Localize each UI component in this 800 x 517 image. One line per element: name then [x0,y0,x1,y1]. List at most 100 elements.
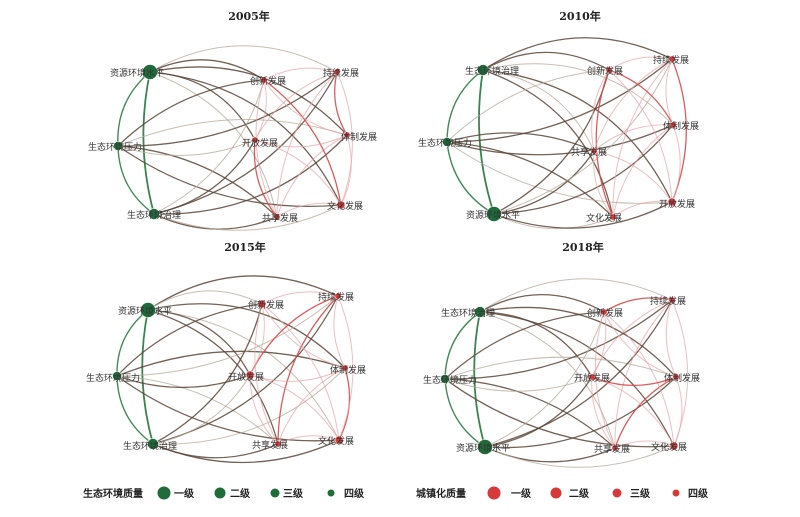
edge-cross-2-2-8 [152,374,251,445]
node-0-3 [273,213,281,221]
edge-red-1-5-6 [593,58,673,152]
edge-red-2-3-4 [277,435,340,445]
node-label-2-0: 资源环境水平 [118,305,172,317]
node-0-6 [333,68,341,76]
edge-cross-1-2-4 [493,201,673,229]
node-0-8 [251,136,259,144]
legend-marker-ecology-level-3 [270,488,280,498]
edge-cross-1-1-3 [446,141,614,218]
node-label-1-0: 生态环境治理 [465,65,519,77]
edge-red-0-7-8 [254,79,267,141]
edge-cross-2-1-6 [116,295,339,377]
node-label-0-6: 持续发展 [323,67,359,79]
node-2-0 [140,302,156,318]
edge-cross-0-0-3 [149,71,278,218]
node-label-0-5: 体制发展 [341,131,377,143]
edge-red-1-4-5 [593,150,673,203]
node-1-2 [486,206,502,222]
node-0-7 [260,76,268,84]
node-1-1 [442,137,452,147]
node-label-3-4: 文化发展 [651,441,687,453]
node-label-2-7: 创新发展 [248,299,284,311]
edge-red-0-6-8 [254,71,338,141]
edge-cross-3-0-5 [479,306,677,378]
edge-green-0-0-1 [117,71,151,147]
node-3-3 [611,444,619,452]
edge-red-0-3-8 [253,139,278,218]
node-1-8 [669,121,677,129]
edge-cross-2-0-8 [147,309,251,376]
edge-red-3-3-7 [594,311,616,449]
edge-red-0-5-8 [254,134,348,148]
edge-red-0-3-4 [276,202,342,218]
edge-red-2-4-7 [261,303,340,441]
node-2-8 [245,370,255,380]
edge-cross-3-2-8 [484,376,593,448]
edge-cross-1-2-6 [493,58,673,215]
node-label-2-5: 体制发展 [330,364,366,376]
node-label-2-2: 生态环境治理 [123,440,177,452]
edge-red-1-6-7 [608,56,673,71]
edge-red-0-3-7 [255,79,278,218]
edge-red-2-3-7 [254,303,279,445]
node-label-2-8: 开放发展 [228,371,264,383]
edge-cross-3-1-3 [444,378,616,449]
edge-cross-3-1-5 [444,356,677,380]
edge-cross-0-1-8 [117,139,256,157]
legend-title-urbanization: 城镇化质量 [416,487,466,500]
node-label-1-4: 开放发展 [659,198,695,210]
legend-marker-ecology-level-2 [214,487,226,499]
edge-cross-0-1-4 [117,145,342,208]
node-3-7 [600,308,608,316]
edge-cross-1-0-4 [482,69,673,203]
edge-red-1-3-4 [612,200,673,218]
edge-red-3-3-5 [614,376,677,449]
edge-red-2-3-8 [249,374,279,445]
edge-red-0-4-8 [254,139,342,206]
edge-green-1-1-2 [446,141,495,215]
edge-red-0-5-6 [334,71,348,136]
node-label-2-1: 生态环境压力 [86,372,140,384]
edge-red-0-5-7 [263,79,348,136]
edge-red-3-3-8 [591,376,616,449]
edge-red-3-5-6 [665,299,677,378]
edge-red-1-5-7 [591,69,610,152]
node-2-1 [112,371,122,381]
node-label-3-8: 开放发展 [574,372,610,384]
node-1-4 [667,197,677,207]
edge-cross-1-0-5 [482,69,595,152]
edge-cross-0-2-8 [153,139,256,215]
edge-red-3-5-8 [591,376,677,387]
legend-label-ecology-level-4: 四级 [344,487,365,500]
node-label-1-8: 体制发展 [663,120,699,132]
node-label-0-7: 创新发展 [250,75,286,87]
edge-green-3-0-2 [473,311,486,448]
edge-red-2-3-5 [277,367,346,445]
node-label-2-6: 持续发展 [318,291,354,303]
edge-red-3-5-7 [603,311,677,378]
node-label-1-7: 创新发展 [587,65,623,77]
edge-red-0-3-5 [276,134,348,218]
node-1-5 [590,147,598,155]
edge-cross-2-1-8 [116,374,251,389]
legend-marker-urban-level-1 [487,486,501,500]
node-1-6 [668,55,676,63]
panel-title-2005: 2005年 [228,9,270,23]
node-0-2 [148,208,160,220]
edge-green-3-0-1 [444,311,481,380]
node-label-1-3: 文化发展 [586,212,622,224]
edge-cross-2-1-5 [116,350,346,377]
edge-red-2-4-5 [338,367,351,441]
panel-title-2015: 2015年 [224,240,266,254]
node-2-5 [341,364,349,372]
legend-marker-urban-level-2 [550,487,562,499]
edge-green-2-0-2 [141,309,154,445]
legend-label-urban-level-2: 二级 [569,487,590,500]
legend-marker-ecology-level-4 [327,489,335,497]
edge-cross-0-0-6 [149,45,338,73]
edge-cross-0-2-4 [153,204,342,231]
node-label-0-2: 生态环境治理 [127,209,181,221]
edge-cross-2-1-7 [116,303,263,377]
edge-cross-2-0-5 [147,303,346,369]
